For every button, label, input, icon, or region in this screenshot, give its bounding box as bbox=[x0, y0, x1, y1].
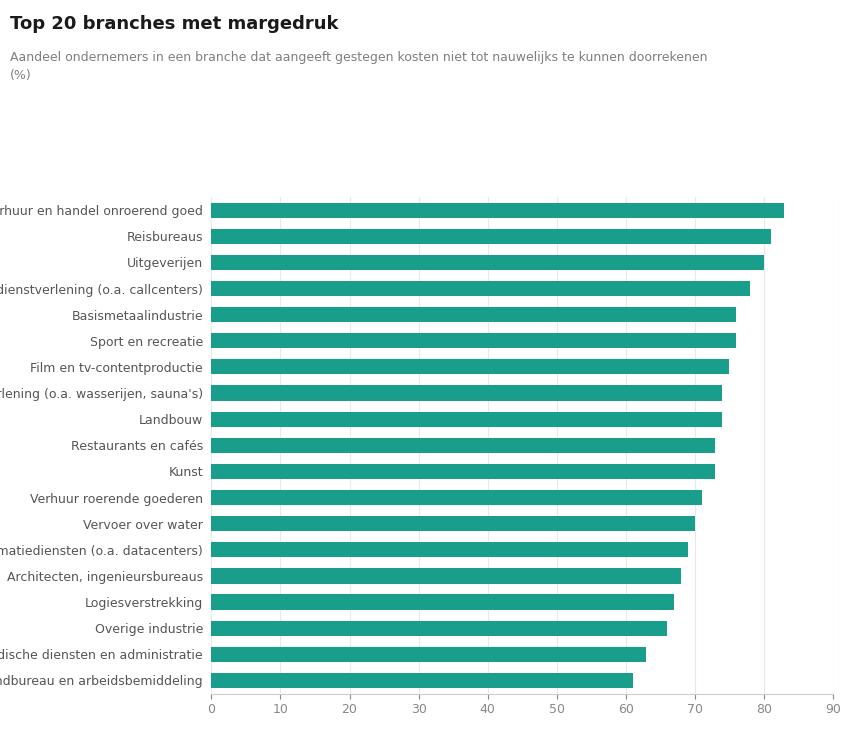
Bar bbox=[211, 255, 764, 270]
Bar bbox=[211, 464, 715, 479]
Bar bbox=[211, 359, 729, 374]
Text: Aandeel ondernemers in een branche dat aangeeft gestegen kosten niet tot nauweli: Aandeel ondernemers in een branche dat a… bbox=[10, 51, 708, 82]
Bar bbox=[211, 620, 667, 636]
Bar bbox=[211, 412, 722, 427]
Bar bbox=[211, 281, 750, 296]
Text: Top 20 branches met margedruk: Top 20 branches met margedruk bbox=[10, 15, 339, 33]
Bar bbox=[211, 228, 771, 244]
Bar bbox=[211, 542, 688, 558]
Bar bbox=[211, 490, 702, 505]
Bar bbox=[211, 516, 695, 531]
Bar bbox=[211, 385, 722, 401]
Bar bbox=[211, 438, 715, 453]
Bar bbox=[211, 333, 736, 348]
Bar bbox=[211, 569, 681, 583]
Bar bbox=[211, 594, 674, 610]
Bar bbox=[211, 307, 736, 322]
Bar bbox=[211, 673, 633, 688]
Bar bbox=[211, 203, 784, 218]
Bar bbox=[211, 647, 646, 662]
